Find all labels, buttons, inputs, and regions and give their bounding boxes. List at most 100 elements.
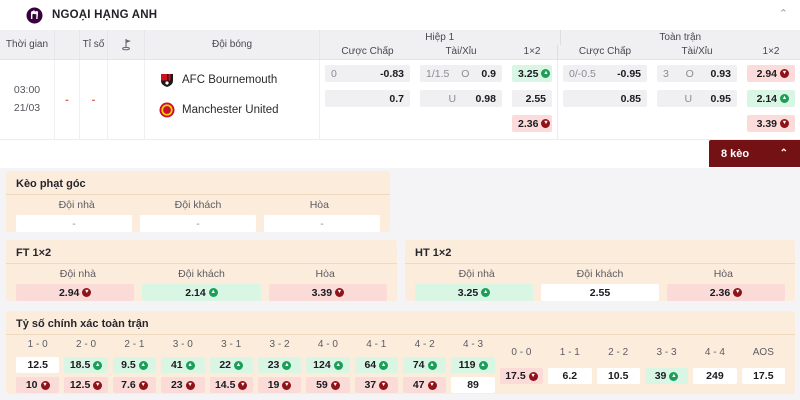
trend-up-icon: ▲ (93, 360, 103, 370)
correct-score-odds-cell[interactable]: 89 (451, 377, 495, 393)
panel-odds-cell[interactable]: 3.39 ▼ (268, 284, 387, 301)
1x2-odds: 2.55 (525, 92, 546, 105)
trend-down-icon: ▼ (238, 380, 248, 390)
handicap-odds-cell[interactable]: 0 -0.83 (325, 65, 410, 82)
panel-odds-cell[interactable]: 3.25 ▲ (415, 284, 533, 301)
correct-score-odds-cell[interactable]: 19 ▼ (257, 377, 302, 393)
score-label: 0 - 0 (511, 347, 532, 358)
trend-down-icon: ▼ (541, 119, 551, 128)
trend-up-icon: ▲ (234, 360, 244, 370)
correct-score-odds-cell[interactable]: 119 ▲ (451, 357, 495, 373)
chevron-up-icon[interactable]: ⌃ (778, 8, 788, 20)
1x2-odds-cell[interactable]: 2.14 ▲ (747, 90, 795, 107)
away-team[interactable]: Manchester United (159, 98, 319, 122)
1x2-odds-cell[interactable]: 2.55 (512, 90, 552, 107)
ou-side: O (685, 67, 694, 80)
correct-score-odds-cell[interactable]: 17.5 (741, 368, 785, 384)
handicap-odds: -0.95 (617, 67, 641, 80)
correct-score-odds-cell[interactable]: 64 ▲ (354, 357, 398, 373)
correct-score-odds-cell[interactable]: 37 ▼ (354, 377, 398, 393)
overunder-odds-cell[interactable]: U 0.95 (657, 90, 737, 107)
score-label: 1 - 1 (559, 347, 580, 358)
correct-score-odds-cell[interactable]: 7.6 ▼ (112, 377, 157, 393)
correct-score-column: 1 - 1 6.2 (548, 339, 592, 393)
score-away: - (80, 60, 108, 139)
score-label: 3 - 1 (221, 339, 242, 350)
score-label: 4 - 1 (366, 339, 387, 350)
header-ou-h1: Tài/Xỉu (445, 46, 477, 58)
1x2-odds: 2.36 (518, 117, 539, 130)
score-odds-value: 249 (706, 370, 724, 382)
panel-odds-value: 2.14 (185, 286, 206, 299)
ou-odds: 0.95 (710, 92, 731, 105)
corner-flag-icon (108, 30, 145, 59)
score-odds-value: 17.5 (753, 370, 774, 382)
correct-score-column: 2 - 0 18.5 ▲ 12.5 ▼ (64, 339, 108, 393)
correct-score-odds-cell[interactable]: 41 ▲ (161, 357, 205, 373)
corner-panel-title: Kèo phạt góc (6, 171, 390, 195)
trend-down-icon: ▼ (93, 380, 103, 390)
overunder-odds-cell[interactable]: U 0.98 (420, 90, 502, 107)
handicap-odds-cell[interactable]: 0.85 (563, 90, 647, 107)
ft-odds-cells: 2.94 ▼ 2.14 ▲ 3.39 ▼ (6, 280, 397, 301)
1x2-odds-cell[interactable]: 2.94 ▼ (747, 65, 795, 82)
team-cell: AFC Bournemouth Manchester United (145, 60, 320, 139)
panel-odds-cell[interactable]: 2.36 ▼ (667, 284, 785, 301)
home-team[interactable]: AFC Bournemouth (159, 68, 319, 92)
correct-score-column: 2 - 1 9.5 ▲ 7.6 ▼ (112, 339, 157, 393)
panel-odds-value: 2.94 (58, 286, 80, 299)
correct-score-odds-cell[interactable]: 23 ▲ (257, 357, 302, 373)
ht-1x2-panel: HT 1×2 Đội nhà Đội khách Hòa 3.25 ▲ 2.55 2.36… (405, 240, 795, 301)
1x2-odds-cell[interactable]: 3.39 ▼ (747, 115, 795, 132)
correct-score-odds-cell[interactable]: 59 ▼ (306, 377, 350, 393)
trend-down-icon: ▼ (185, 380, 195, 390)
correct-score-odds-cell[interactable]: 249 (693, 368, 737, 384)
correct-score-odds-cell[interactable]: 10 ▼ (16, 377, 60, 393)
ft-1x2-panel: FT 1×2 Đội nhà Đội khách Hòa 2.94 ▼ 2.14 ▲ 3.3… (6, 240, 397, 301)
correct-score-odds-cell[interactable]: 22 ▲ (209, 357, 253, 373)
panel-odds-cell[interactable]: 2.94 ▼ (16, 284, 135, 301)
correct-score-column: 4 - 1 64 ▲ 37 ▼ (354, 339, 398, 393)
panel-odds-value: 3.25 (457, 286, 479, 299)
overunder-odds-cell[interactable]: 1/1.5 O 0.9 (420, 65, 502, 82)
handicap-odds: 0.85 (620, 92, 641, 105)
correct-score-odds-cell[interactable]: 12.5 (16, 357, 60, 373)
score-odds-value: 23 (170, 379, 183, 391)
correct-score-odds-cell[interactable]: 124 ▲ (306, 357, 350, 373)
trend-down-icon: ▼ (138, 380, 148, 390)
handicap-odds-cell[interactable]: 0.7 (325, 90, 410, 107)
correct-score-odds-cell[interactable]: 12.5 ▼ (64, 377, 108, 393)
panel-odds-cell[interactable]: - (264, 215, 380, 232)
ou-side: U (684, 92, 693, 105)
panel-odds-cell[interactable]: 2.55 (541, 284, 659, 301)
correct-score-odds-cell[interactable]: 17.5 ▼ (499, 368, 544, 384)
panel-col-header: Đội nhà (59, 268, 96, 280)
score-odds-value: 47 (412, 379, 425, 391)
1x2-odds-cell[interactable]: 2.36 ▼ (512, 115, 552, 132)
correct-score-column: 0 - 0 17.5 ▼ (499, 339, 544, 393)
handicap-odds-cell[interactable]: 0/-0.5 -0.95 (563, 65, 647, 82)
correct-score-odds-cell[interactable]: 6.2 (548, 368, 592, 384)
score-odds-value: 14.5 (214, 379, 236, 391)
score-label: 3 - 3 (656, 347, 677, 358)
correct-score-odds-cell[interactable]: 9.5 ▲ (112, 357, 157, 373)
correct-score-odds-cell[interactable]: 39 ▲ (644, 368, 689, 384)
correct-score-odds-cell[interactable]: 47 ▼ (403, 377, 447, 393)
correct-score-odds-cell[interactable]: 18.5 ▲ (64, 357, 108, 373)
score-odds-value: 41 (170, 359, 183, 371)
more-odds-button[interactable]: 8 kèo ⌃ (709, 140, 800, 167)
league-header: NGOẠI HẠNG ANH ⌃ (0, 0, 800, 30)
1x2-odds-cell[interactable]: 3.25 ▲ (512, 65, 552, 82)
overunder-odds-cell[interactable]: 3 O 0.93 (657, 65, 737, 82)
header-blank (55, 30, 80, 59)
correct-score-odds-cell[interactable]: 10.5 (596, 368, 640, 384)
score-home: - (55, 60, 80, 139)
away-team-name: Manchester United (182, 104, 279, 116)
correct-score-odds-cell[interactable]: 14.5 ▼ (209, 377, 253, 393)
correct-score-odds-cell[interactable]: 74 ▲ (403, 357, 447, 373)
panel-odds-cell[interactable]: - (140, 215, 256, 232)
panel-odds-cell[interactable]: - (16, 215, 132, 232)
panel-odds-cell[interactable]: 2.14 ▲ (142, 284, 261, 301)
correct-score-odds-cell[interactable]: 23 ▼ (161, 377, 205, 393)
handicap-odds: 0.7 (389, 92, 404, 105)
